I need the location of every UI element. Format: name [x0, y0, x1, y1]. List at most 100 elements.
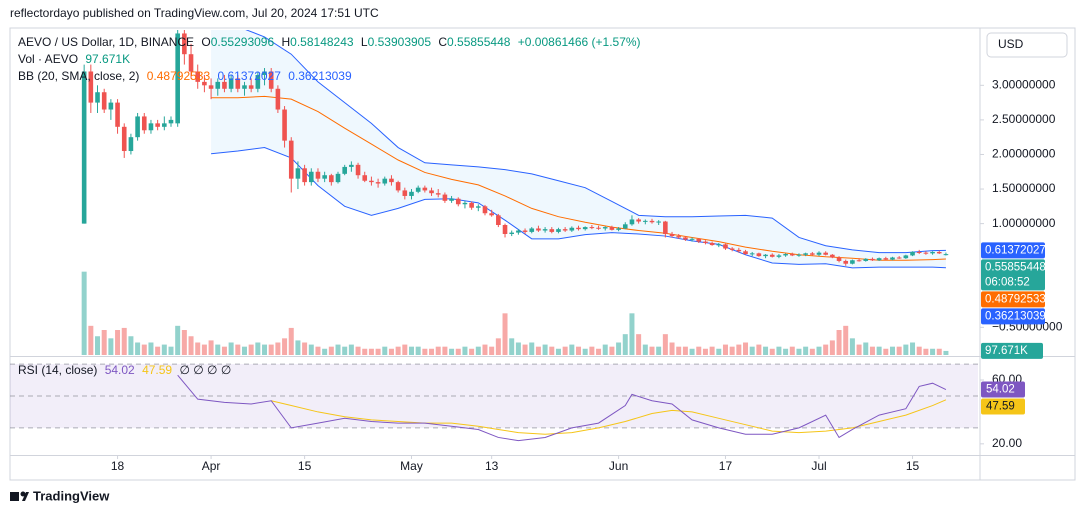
- volume-bar: [869, 346, 875, 355]
- volume-bar: [803, 346, 809, 355]
- candle-body: [522, 230, 528, 232]
- candle-body: [389, 178, 394, 183]
- volume-bar: [221, 346, 227, 355]
- volume-bar: [495, 338, 501, 355]
- candle-body: [128, 137, 134, 152]
- candle-body: [101, 92, 107, 110]
- candle-body: [656, 221, 661, 223]
- bb-upper-value: 0.61372027: [217, 69, 281, 83]
- candle-body: [195, 71, 201, 82]
- volume-bar: [716, 348, 722, 355]
- candle-body: [856, 260, 862, 262]
- candle-body: [903, 255, 909, 259]
- bb-upper-line: [245, 30, 946, 254]
- candle-body: [810, 253, 815, 255]
- volume-bar: [622, 334, 628, 355]
- candle-body: [916, 251, 922, 253]
- volume-bar: [903, 344, 909, 355]
- volume-bar: [335, 344, 341, 355]
- volume-bar: [682, 346, 688, 355]
- candle-body: [823, 252, 828, 255]
- candle-body: [369, 180, 374, 183]
- volume-bar: [241, 346, 247, 355]
- candle-body: [242, 85, 247, 89]
- volume-bar: [629, 313, 635, 355]
- header: reflectordayo published on TradingView.c…: [10, 6, 379, 20]
- volume-bar: [776, 346, 782, 355]
- price-badge-label: 0.48792533: [985, 293, 1046, 305]
- candle-body: [442, 194, 448, 201]
- candle-body: [602, 227, 608, 229]
- candle-body: [890, 257, 895, 260]
- volume-bar: [422, 348, 428, 355]
- candle-body: [115, 102, 120, 127]
- currency-button[interactable]: [986, 32, 1068, 58]
- volume-bar: [883, 348, 889, 355]
- candle-body: [329, 175, 334, 183]
- candle-body: [676, 236, 682, 238]
- candle-body: [776, 255, 782, 257]
- volume-bar: [181, 330, 187, 355]
- volume-bar: [596, 348, 602, 355]
- bb-lower-line: [211, 147, 946, 269]
- volume-bar: [81, 271, 87, 355]
- candle-body: [81, 71, 87, 224]
- volume-bar: [535, 346, 541, 355]
- footer: TradingView: [33, 488, 110, 503]
- candle-body: [268, 71, 274, 89]
- volume-bar: [155, 346, 161, 355]
- x-tick-label: 13: [485, 459, 499, 473]
- volume-value: 97.671K: [85, 52, 131, 66]
- volume-bar: [141, 344, 147, 355]
- candle-body: [489, 213, 494, 216]
- candle-body: [729, 248, 735, 250]
- frame: [9, 27, 1076, 481]
- volume-bar: [161, 344, 167, 355]
- bb-basis-value: 0.48792533: [146, 69, 211, 83]
- volume-bar: [789, 346, 795, 355]
- candle-body: [375, 182, 381, 184]
- volume-bar: [889, 346, 895, 355]
- volume-bar: [108, 338, 114, 355]
- candle-body: [342, 166, 347, 174]
- candle-body: [308, 171, 314, 183]
- candle-body: [95, 92, 100, 103]
- y-tick-label: 3.00000000: [992, 77, 1056, 91]
- volume-bar: [796, 348, 802, 355]
- volume-bar: [722, 344, 728, 355]
- volume-bar: [308, 344, 314, 355]
- rsi-badge: [981, 398, 1025, 415]
- volume-bar: [388, 348, 394, 355]
- candle-body: [683, 237, 688, 240]
- candle-body: [469, 202, 474, 208]
- volume-bar: [322, 348, 328, 355]
- rsi-ma-value: 47.59: [142, 363, 173, 377]
- candle-body: [749, 253, 755, 255]
- candle-body: [262, 71, 267, 75]
- candle-body: [883, 258, 889, 260]
- volume-bar: [375, 348, 381, 355]
- volume-bar: [475, 346, 481, 355]
- volume-bar: [215, 344, 221, 355]
- volume-bar: [702, 348, 708, 355]
- price-badge: [981, 291, 1045, 308]
- candle-body: [843, 260, 849, 264]
- y-tick-label: 1.50000000: [992, 181, 1056, 195]
- volume-bar: [783, 348, 789, 355]
- volume-bar: [943, 350, 949, 355]
- candle-body: [536, 228, 541, 231]
- volume-bar: [255, 342, 261, 355]
- volume-bar: [736, 344, 742, 355]
- candle-body: [362, 175, 368, 181]
- volume-bar: [382, 346, 388, 355]
- candle-body: [836, 257, 842, 261]
- candle-body: [930, 251, 935, 254]
- candle-body: [215, 81, 221, 89]
- volume-bar: [863, 342, 869, 355]
- volume-bar: [429, 348, 435, 355]
- volume-bar: [656, 346, 662, 355]
- price-badge-label: 0.36213039: [985, 310, 1046, 322]
- volume-bar: [669, 342, 675, 355]
- candle-body: [228, 78, 234, 89]
